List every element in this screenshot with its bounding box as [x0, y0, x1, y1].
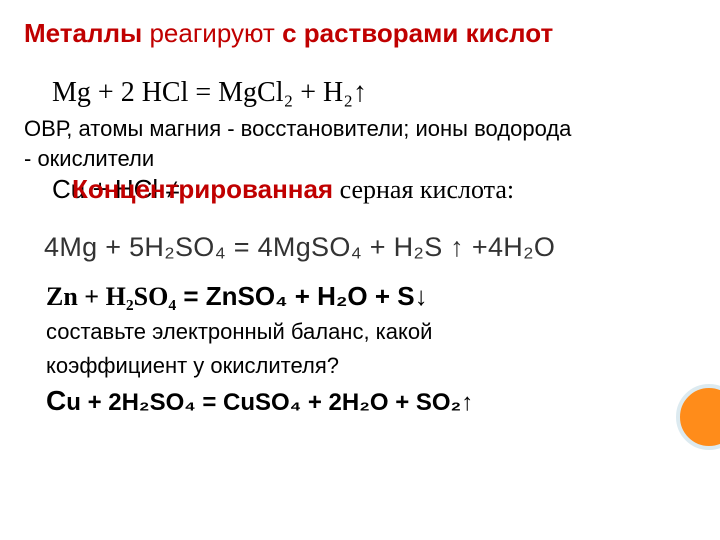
equation-cu-h2so4: Сu + 2H₂SO₄ = CuSO₄ + 2H₂O + SO₂↑ — [46, 385, 696, 417]
ovr-line-1: ОВР, атомы магния - восстановители; ионы… — [24, 115, 696, 143]
task-line-1: составьте электронный баланс, какой — [46, 318, 696, 346]
cu-eq-rest: u + 2H₂SO₄ = CuSO₄ + 2H₂O + SO₂↑ — [66, 389, 473, 416]
title-part-1: Металлы — [24, 18, 149, 48]
task-line-2: коэффициент у окислителя? — [46, 352, 696, 380]
slide-title: Металлы реагируют с растворами кислот — [24, 18, 696, 49]
concentrated-red: Концентрированная — [72, 174, 333, 204]
overlap-row: Cu + HCl ≠ Концентрированная серная кисл… — [24, 174, 696, 208]
title-part-3: с растворами кислот — [282, 18, 553, 48]
cu-eq-big-c: С — [46, 385, 66, 416]
zn-eq-serif: Zn + H₂SO₄ — [46, 282, 176, 311]
concentrated-rest: серная кислота: — [333, 175, 514, 204]
zn-eq-sans: = ZnSO₄ + H₂O + S↓ — [176, 281, 428, 311]
ovr-line-2: - окислители — [24, 145, 696, 173]
equation-mg-h2so4-image: 4Mg + 5H₂SO₄ = 4MgSO₄ + H₂S ↑ +4H₂O — [44, 232, 696, 263]
equation-zn-h2so4: Zn + H₂SO₄ = ZnSO₄ + H₂O + S↓ — [46, 281, 696, 312]
equation-mg-hcl: Mg + 2 HCl = MgCl₂ + H₂↑ — [52, 77, 696, 109]
concentrated-label: Концентрированная серная кислота: — [72, 174, 514, 205]
title-part-2: реагируют — [149, 18, 282, 48]
